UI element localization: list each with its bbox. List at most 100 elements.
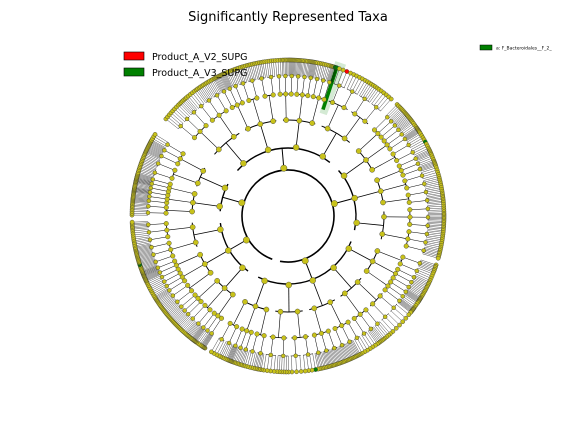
tree-branch <box>419 264 435 271</box>
taxon-node <box>216 203 223 210</box>
taxon-node <box>229 291 236 298</box>
tree-branch <box>427 230 444 233</box>
tree-branch <box>427 207 444 209</box>
tree-branch <box>252 64 257 80</box>
tree-branch <box>372 303 386 317</box>
tree-branch <box>408 287 423 296</box>
tree-branch <box>344 117 361 139</box>
tree-branch <box>273 355 276 372</box>
tree-branch <box>295 120 300 149</box>
taxon-node <box>422 181 427 187</box>
tree-branch <box>209 80 218 96</box>
tree-branch <box>228 71 236 87</box>
tree-branch <box>424 181 441 186</box>
tree-branch <box>252 80 258 99</box>
tree-branch <box>308 61 312 78</box>
tree-branch <box>325 65 331 82</box>
taxon-node <box>397 298 402 303</box>
tree-branch <box>243 350 248 366</box>
tree-branch <box>132 200 149 203</box>
tree-branch <box>132 206 149 208</box>
tree-branch <box>256 353 261 369</box>
taxon-node <box>250 349 255 354</box>
tree-branch <box>159 294 173 305</box>
tree-branch <box>166 210 193 212</box>
tree-branch <box>392 112 405 124</box>
taxon-node <box>340 172 348 179</box>
taxon-node <box>292 335 298 341</box>
tree-branch <box>145 151 161 159</box>
taxon-node <box>177 156 183 162</box>
taxon-node <box>239 100 245 106</box>
tree-branch <box>155 290 170 299</box>
taxon-node <box>397 322 402 328</box>
tree-branch <box>419 262 436 269</box>
tree-branch <box>390 109 403 121</box>
tree-branch <box>136 177 153 182</box>
taxon-node <box>352 111 358 117</box>
tree-branch <box>191 326 202 339</box>
tree-branch <box>316 353 320 369</box>
tree-branch <box>248 64 254 81</box>
taxon-node <box>305 93 311 99</box>
tree-branch <box>134 186 151 190</box>
taxon-node <box>155 265 161 270</box>
tree-branch <box>321 132 337 158</box>
tree-branch <box>218 115 235 137</box>
tree-branch <box>427 209 444 211</box>
taxon-node <box>165 234 171 240</box>
taxon-node <box>318 330 324 336</box>
tree-branch <box>244 350 250 367</box>
tree-branch <box>154 134 169 143</box>
tree-branch <box>427 199 444 202</box>
taxon-node <box>316 350 321 355</box>
tree-branch <box>149 191 168 196</box>
tree-branch <box>198 330 208 344</box>
tree-branch <box>170 307 183 319</box>
tree-branch <box>400 263 417 272</box>
taxon-node <box>261 333 267 339</box>
tree-branch <box>201 332 211 346</box>
tree-branch <box>135 244 152 249</box>
tree-branch <box>176 254 201 266</box>
tree-branch <box>412 143 427 152</box>
taxon-node <box>182 308 187 313</box>
tree-branch <box>378 96 389 110</box>
tree-branch <box>190 325 202 339</box>
tree-branch <box>146 149 162 157</box>
tree-branch <box>376 170 402 181</box>
tree-branch <box>133 192 150 196</box>
taxon-node <box>219 337 224 342</box>
taxon-node <box>155 161 161 166</box>
tree-branch <box>134 188 151 192</box>
tree-branch <box>148 145 164 153</box>
tree-branch <box>138 255 154 261</box>
tree-branch <box>396 117 410 129</box>
taxon-node <box>362 118 368 124</box>
tree-branch <box>323 82 330 100</box>
tree-branch <box>180 125 195 138</box>
tree-branch <box>262 61 266 78</box>
tree-branch <box>146 150 161 158</box>
tree-branch <box>228 345 235 361</box>
tree-branch <box>260 309 267 335</box>
taxon-node <box>330 264 337 271</box>
tree-branch <box>149 236 168 241</box>
tree-branch <box>188 323 199 337</box>
clade-arc <box>275 310 303 313</box>
taxon-node <box>146 204 151 209</box>
tree-branch <box>241 349 247 366</box>
taxon-node <box>296 117 303 124</box>
taxon-node <box>175 161 181 167</box>
tree-branch <box>149 143 165 152</box>
taxon-node <box>362 96 367 102</box>
taxon-node <box>191 110 197 115</box>
tree-branch <box>213 339 222 354</box>
tree-branch <box>224 73 232 89</box>
tree-branch <box>404 293 418 303</box>
taxon-node <box>211 310 217 316</box>
tree-branch <box>193 327 204 341</box>
taxon-node <box>184 116 190 122</box>
tree-branch <box>156 291 171 300</box>
taxon-node <box>248 329 254 335</box>
